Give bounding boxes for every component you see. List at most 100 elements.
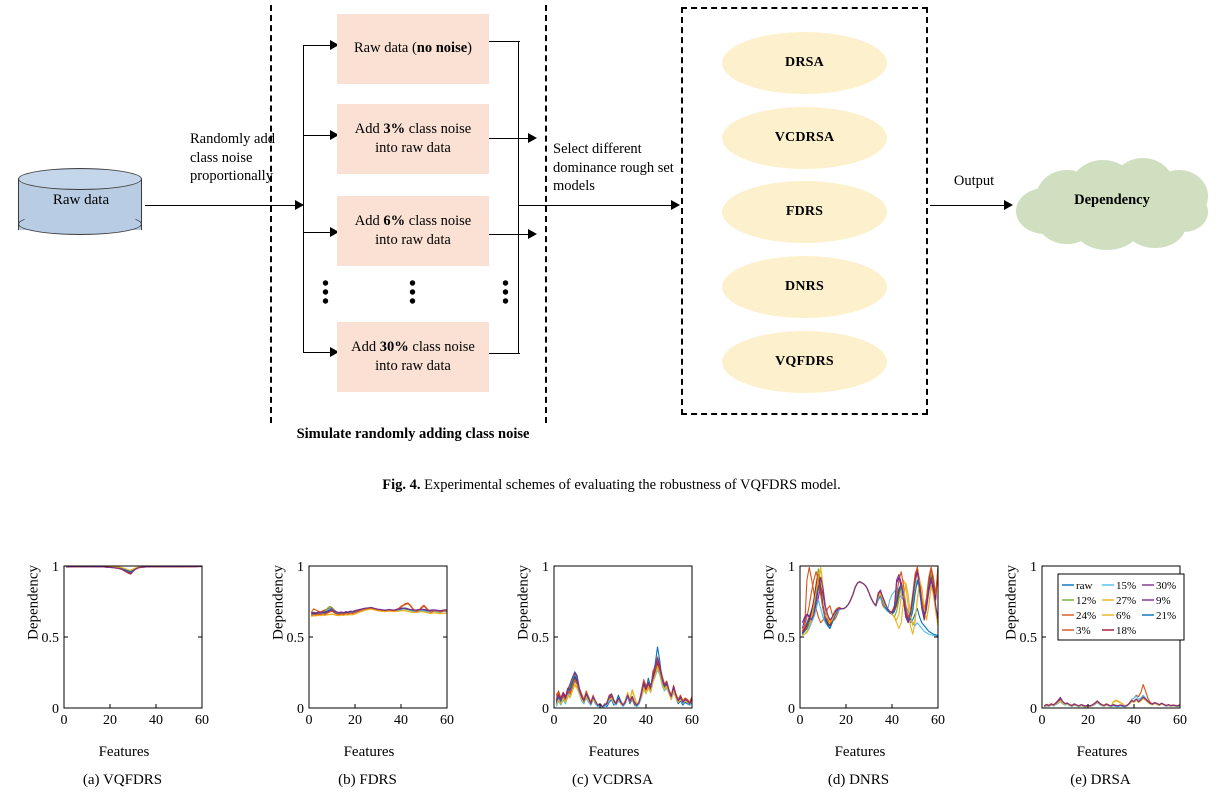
svg-text:6%: 6% xyxy=(1116,610,1131,622)
branch-line-3 xyxy=(303,232,333,233)
chart-c-xlabel: Features xyxy=(588,744,640,760)
ellipsis-center: • • • xyxy=(409,273,417,313)
chart-panel-d: Dependency 0 20 40 60 0 0.5 1 Features (d) DNR… xyxy=(736,548,981,802)
chart-b-subcaption: (b) FDRS xyxy=(338,772,397,788)
figure-caption-text: Experimental schemes of evaluating the r… xyxy=(424,477,841,493)
dashed-separator-left xyxy=(270,5,272,423)
model-label-drsa: DRSA xyxy=(785,55,824,70)
svg-text:40: 40 xyxy=(885,713,899,728)
model-ellipse-vcdrsa: VCDRSA xyxy=(722,107,887,169)
svg-text:18%: 18% xyxy=(1116,625,1136,637)
model-label-dnrs: DNRS xyxy=(785,279,824,294)
chart-panel-c: Dependency 0 20 40 60 0 0.5 1 Features (c) VCD… xyxy=(490,548,735,802)
merge-arrow-2 xyxy=(528,133,537,143)
svg-text:60: 60 xyxy=(1173,713,1187,728)
chart-d-subcaption: (d) DNRS xyxy=(827,772,890,788)
noise-box-3pct-text: Add 3% class noise into raw data xyxy=(354,120,472,156)
svg-text:20: 20 xyxy=(839,713,853,728)
annotation-output: Output xyxy=(953,173,995,189)
svg-text:1: 1 xyxy=(1030,560,1037,575)
noise-box-30pct: Add 30% class noise into raw data xyxy=(337,322,489,392)
svg-text:40: 40 xyxy=(639,713,653,728)
svg-text:60: 60 xyxy=(931,713,945,728)
branch-line-4 xyxy=(303,352,333,353)
svg-text:0.5: 0.5 xyxy=(778,631,796,646)
ellipsis-right: • • • xyxy=(502,273,510,313)
ellipsis-left: • • • xyxy=(322,273,330,313)
svg-text:1: 1 xyxy=(297,560,304,575)
cylinder-bottom xyxy=(18,213,142,235)
chart-a-xlabel: Features xyxy=(98,744,150,760)
svg-text:0: 0 xyxy=(1039,713,1046,728)
arrowhead-source-to-split xyxy=(295,200,304,210)
svg-text:60: 60 xyxy=(440,713,454,728)
dashed-separator-right xyxy=(545,5,547,423)
svg-text:60: 60 xyxy=(195,713,209,728)
chart-b-xlabel: Features xyxy=(343,744,395,760)
svg-text:3%: 3% xyxy=(1076,625,1091,637)
dependency-cloud: Dependency xyxy=(1014,158,1210,250)
chart-e-subcaption: (e) DRSA xyxy=(1070,772,1131,788)
branch-arrow-4 xyxy=(330,347,339,357)
noise-box-6pct-text: Add 6% class noise into raw data xyxy=(354,212,472,248)
model-label-vcdrsa: VCDRSA xyxy=(774,130,835,145)
models-group-box xyxy=(681,7,928,415)
svg-text:0.5: 0.5 xyxy=(1020,631,1038,646)
noise-box-30pct-text: Add 30% class noise into raw data xyxy=(351,338,475,374)
svg-text:40: 40 xyxy=(394,713,408,728)
branch-line-2 xyxy=(303,135,333,136)
model-label-fdrs: FDRS xyxy=(785,204,824,219)
chart-a-plot: 0 20 40 60 0 0.5 1 xyxy=(42,560,210,728)
cloud-puff-core xyxy=(1032,180,1194,232)
flow-diagram: Raw data Randomly add class noise propor… xyxy=(18,5,1210,442)
svg-text:60: 60 xyxy=(685,713,699,728)
model-ellipse-drsa: DRSA xyxy=(722,32,887,94)
svg-text:1: 1 xyxy=(52,560,59,575)
branch-arrow-1 xyxy=(330,40,339,50)
noise-box-3pct: Add 3% class noise into raw data xyxy=(337,104,489,174)
annotation-randomly-add: Randomly add class noise proportionally xyxy=(190,131,275,185)
svg-text:21%: 21% xyxy=(1156,610,1176,622)
merge-line-1 xyxy=(489,41,520,42)
model-label-vqfdrs: VQFDRS xyxy=(775,354,834,369)
svg-text:12%: 12% xyxy=(1076,595,1096,607)
annotation-select-models: Select different dominance rough set mod… xyxy=(553,141,674,195)
chart-c-subcaption: (c) VCDRSA xyxy=(572,772,653,788)
noise-box-raw: Raw data (no noise) xyxy=(337,14,489,84)
branch-arrow-2 xyxy=(330,130,339,140)
arrowhead-to-models xyxy=(671,200,680,210)
chart-panel-a: Dependency 0 20 40 60 0 0.5 1 Features (a) VQF… xyxy=(0,548,245,802)
branch-arrow-3 xyxy=(330,227,339,237)
chart-e-plot: 0 20 40 60 0 0.5 1 raw 12% 24% 3% 15% 27% 6% 18% 30% 9% 2… xyxy=(1020,560,1188,728)
cylinder-top xyxy=(18,168,142,190)
model-ellipse-fdrs: FDRS xyxy=(722,181,887,243)
simulate-caption: Simulate randomly adding class noise xyxy=(296,426,530,442)
model-ellipse-vqfdrs: VQFDRS xyxy=(722,331,887,393)
arrowhead-output xyxy=(1004,200,1013,210)
svg-text:20: 20 xyxy=(348,713,362,728)
chart-d-plot: 0 20 40 60 0 0.5 1 xyxy=(778,560,946,728)
svg-text:40: 40 xyxy=(149,713,163,728)
svg-text:1: 1 xyxy=(788,560,795,575)
svg-text:0: 0 xyxy=(52,702,59,717)
chart-panel-b: Dependency 0 20 40 60 0 0.5 1 Features (b) FDR… xyxy=(245,548,490,802)
connector-output xyxy=(930,205,1007,206)
chart-c-plot: 0 20 40 60 0 0.5 1 xyxy=(532,560,700,728)
svg-text:0: 0 xyxy=(788,702,795,717)
chart-a-subcaption: (a) VQFDRS xyxy=(82,772,163,788)
svg-text:24%: 24% xyxy=(1076,610,1096,622)
merge-line-4 xyxy=(489,353,520,354)
chart-b-plot: 0 20 40 60 0 0.5 1 xyxy=(287,560,455,728)
svg-text:0: 0 xyxy=(797,713,804,728)
svg-text:30%: 30% xyxy=(1156,580,1176,592)
split-bus-line xyxy=(303,45,304,352)
svg-text:27%: 27% xyxy=(1116,595,1136,607)
svg-text:1: 1 xyxy=(542,560,549,575)
svg-text:0: 0 xyxy=(297,702,304,717)
svg-text:0: 0 xyxy=(1030,702,1037,717)
svg-text:0: 0 xyxy=(551,713,558,728)
svg-text:raw: raw xyxy=(1076,580,1093,592)
svg-text:20: 20 xyxy=(593,713,607,728)
merge-line-2 xyxy=(489,138,531,139)
figure-caption-label: Fig. 4. xyxy=(382,477,421,493)
